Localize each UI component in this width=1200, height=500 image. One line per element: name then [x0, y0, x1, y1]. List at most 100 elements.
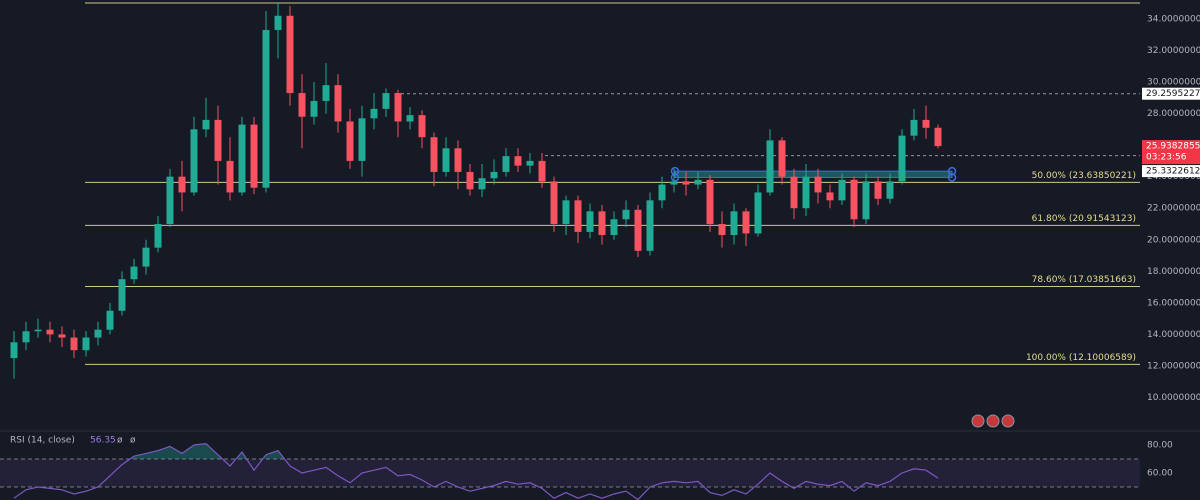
y-tick-label: 24.00000000 — [1147, 172, 1200, 182]
y-tick-label: 18.00000000 — [1147, 267, 1200, 277]
candle-body — [358, 118, 366, 161]
y-tick-label: 28.00000000 — [1147, 109, 1200, 119]
candle-body — [238, 124, 246, 193]
fib-label: 50.00% (23.63850221) — [1032, 171, 1136, 181]
candle-body — [874, 181, 882, 199]
fib-label: 100.00% (12.10006589) — [1026, 353, 1136, 363]
candle-body — [22, 331, 30, 343]
candle-body — [742, 211, 750, 234]
candle-body — [646, 200, 654, 251]
rsi-tick-label: 80.00 — [1147, 441, 1173, 451]
candle-body — [538, 160, 546, 182]
last-price-label: 25.93828558 — [1146, 142, 1200, 152]
candle-body — [922, 119, 930, 128]
candle-body — [190, 129, 198, 193]
candle-body — [94, 329, 102, 338]
candle-body — [514, 156, 522, 166]
candle-body — [826, 192, 834, 201]
y-tick-label: 20.00000000 — [1147, 235, 1200, 245]
candle-body — [466, 171, 474, 190]
fib-label: 61.80% (20.91543123) — [1032, 214, 1136, 224]
candle-body — [838, 179, 846, 201]
candle-body — [418, 115, 426, 138]
y-tick-label: 32.00000000 — [1147, 46, 1200, 56]
marker-label-box — [1142, 165, 1200, 178]
candle-body — [286, 15, 294, 94]
candle-body — [682, 181, 690, 185]
candle-body — [370, 108, 378, 119]
marker-label: 29.25952279 — [1146, 89, 1200, 99]
candle-body — [70, 337, 78, 351]
candle-body — [202, 119, 210, 130]
candle-body — [10, 342, 18, 359]
zone-handle — [670, 173, 680, 182]
candle-body — [310, 100, 318, 117]
candle-body — [442, 148, 450, 172]
candle-body — [34, 329, 42, 332]
candle-body — [574, 200, 582, 232]
candle-body — [586, 211, 594, 232]
candle-body — [814, 176, 822, 193]
y-tick-label: 14.00000000 — [1147, 330, 1200, 340]
candle-body — [334, 85, 342, 122]
candle-body — [226, 160, 234, 193]
rsi-line — [13, 442, 939, 500]
candle-body — [106, 310, 114, 330]
candle-body — [262, 29, 270, 188]
rsi-line-group — [13, 442, 939, 500]
candle-body — [802, 176, 810, 209]
candle-body — [214, 119, 222, 161]
candle-body — [898, 135, 906, 182]
candle-body — [142, 247, 150, 267]
fib-label: 78.60% (17.03851663) — [1032, 275, 1136, 285]
rsi-current: 56.35 — [90, 436, 116, 446]
candle-body — [382, 93, 390, 109]
candle-body — [130, 266, 138, 280]
candle-body — [154, 223, 162, 248]
candle-body — [850, 179, 858, 220]
candle-body — [118, 279, 126, 311]
rsi-tick-label: 60.00 — [1147, 468, 1173, 478]
last-price-box — [1142, 140, 1200, 165]
candle-body — [886, 181, 894, 199]
rsi-title: RSI (14, close) — [10, 436, 75, 446]
candle-body — [526, 160, 534, 166]
candle-body — [298, 93, 306, 117]
flag-icons — [971, 414, 1015, 428]
rsi-symbol: ø — [130, 436, 136, 446]
candle-body — [610, 219, 618, 236]
y-tick-label: 12.00000000 — [1147, 361, 1200, 371]
candle-body — [706, 179, 714, 224]
candle-body — [502, 156, 510, 172]
candle-body — [598, 211, 606, 236]
candle-body — [754, 192, 762, 234]
candle-body — [490, 171, 498, 179]
candle-body — [694, 179, 702, 185]
marker-label: 25.33226124 — [1146, 167, 1200, 177]
candle-body — [346, 121, 354, 161]
marker-label-box — [1142, 87, 1200, 100]
candle-body — [58, 334, 66, 338]
candle-body — [406, 115, 414, 122]
candle-body — [778, 140, 786, 177]
countdown: 03:23:56 — [1146, 153, 1187, 163]
candle-body — [46, 329, 54, 335]
rsi-band — [0, 459, 1140, 487]
candle-body — [790, 176, 798, 209]
candle-body — [934, 127, 942, 147]
y-tick-label: 34.00000000 — [1147, 14, 1200, 24]
candle-body — [634, 209, 642, 251]
zone-handle — [947, 173, 957, 182]
candle-body — [250, 124, 258, 188]
candle-body — [274, 15, 282, 30]
y-tick-label: 16.00000000 — [1147, 298, 1200, 308]
candle-body — [430, 137, 438, 172]
candle-body — [178, 176, 186, 193]
candle-body — [766, 140, 774, 193]
candle-body — [658, 184, 666, 201]
candle-body — [394, 93, 402, 122]
y-tick-label: 30.00000000 — [1147, 78, 1200, 88]
y-tick-label: 22.00000000 — [1147, 204, 1200, 214]
candle-body — [718, 223, 726, 236]
